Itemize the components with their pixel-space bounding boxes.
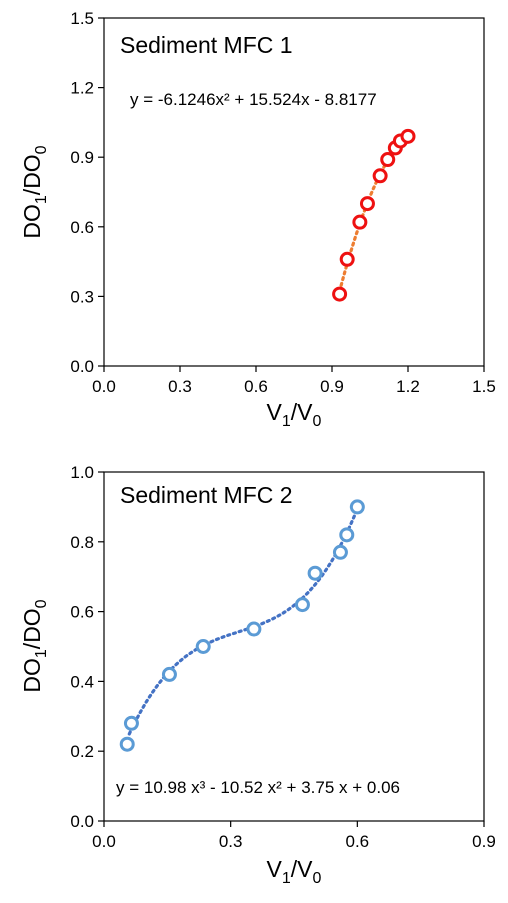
trendline-equation: y = -6.1246x² + 15.524x - 8.8177 bbox=[130, 90, 377, 109]
y-axis-ticks: 0.0 0.3 0.6 0.9 1.2 1.5 bbox=[70, 9, 104, 376]
x-axis-label-mid: /V bbox=[291, 399, 313, 425]
y-axis-label: DO1/DO0 bbox=[19, 145, 50, 238]
x-axis-label-sub1: 1 bbox=[282, 870, 291, 887]
y-tick-label: 0.0 bbox=[70, 812, 94, 831]
chart-title: Sediment MFC 2 bbox=[120, 482, 293, 508]
chart-sediment-mfc-2: 0.0 0.3 0.6 0.9 0.0 0.2 0.4 0.6 0.8 1.0 Sediment… bbox=[19, 463, 496, 887]
y-tick-label: 0.4 bbox=[70, 672, 94, 691]
x-tick-label: 0.9 bbox=[472, 832, 496, 851]
data-point bbox=[119, 736, 135, 752]
y-tick-label: 0.6 bbox=[70, 603, 94, 622]
x-tick-label: 1.5 bbox=[472, 377, 496, 396]
y-tick-label: 0.3 bbox=[70, 287, 94, 306]
x-axis-label-sub2: 0 bbox=[313, 870, 322, 887]
y-axis-label-sub1: 1 bbox=[33, 649, 50, 658]
x-axis-label-main: V bbox=[267, 856, 283, 882]
y-tick-label: 0.6 bbox=[70, 218, 94, 237]
data-point bbox=[332, 286, 348, 302]
x-tick-label: 0.6 bbox=[244, 377, 268, 396]
data-point bbox=[400, 128, 416, 144]
data-point bbox=[294, 597, 310, 613]
y-axis-label-sub2: 0 bbox=[33, 599, 50, 608]
data-points bbox=[332, 128, 416, 302]
trendline-equation: y = 10.98 x³ - 10.52 x² + 3.75 x + 0.06 bbox=[116, 778, 400, 797]
x-axis-ticks: 0.0 0.3 0.6 0.9 1.2 1.5 bbox=[92, 366, 496, 396]
x-axis-label: V1/V0 bbox=[267, 856, 322, 887]
y-tick-label: 0.8 bbox=[70, 533, 94, 552]
x-axis-ticks: 0.0 0.3 0.6 0.9 bbox=[92, 821, 496, 851]
y-tick-label: 1.5 bbox=[70, 9, 94, 28]
chart-sediment-mfc-1: 0.0 0.3 0.6 0.9 1.2 1.5 0.0 0.3 0.6 0.9 1.2 1.5 Se… bbox=[19, 9, 496, 430]
data-point bbox=[195, 639, 211, 654]
data-point bbox=[352, 214, 368, 230]
x-axis-label-sub2: 0 bbox=[313, 413, 322, 430]
data-point bbox=[349, 499, 365, 515]
data-point bbox=[332, 544, 348, 560]
x-axis-label-main: V bbox=[267, 399, 283, 425]
y-tick-label: 0.0 bbox=[70, 357, 94, 376]
data-point bbox=[372, 168, 388, 184]
x-axis-label-mid: /V bbox=[291, 856, 313, 882]
x-tick-label: 0.3 bbox=[168, 377, 192, 396]
y-tick-label: 1.2 bbox=[70, 79, 94, 98]
y-axis-label: DO1/DO0 bbox=[19, 599, 50, 692]
y-axis-label-sub1: 1 bbox=[33, 195, 50, 204]
y-axis-label-sub2: 0 bbox=[33, 145, 50, 154]
y-axis-label-main: DO bbox=[19, 204, 45, 239]
y-tick-label: 0.9 bbox=[70, 148, 94, 167]
x-tick-label: 0.6 bbox=[346, 832, 370, 851]
y-axis-label-main: DO bbox=[19, 658, 45, 693]
y-tick-label: 1.0 bbox=[70, 463, 94, 482]
y-axis-ticks: 0.0 0.2 0.4 0.6 0.8 1.0 bbox=[70, 463, 104, 831]
data-points bbox=[119, 499, 365, 752]
plot-area-border bbox=[103, 17, 485, 367]
x-tick-label: 0.3 bbox=[219, 832, 243, 851]
data-point bbox=[246, 621, 262, 637]
y-axis-label-mid: /DO bbox=[19, 608, 45, 649]
data-point bbox=[339, 251, 355, 267]
x-axis-label-sub1: 1 bbox=[282, 413, 291, 430]
x-tick-label: 0.9 bbox=[320, 377, 344, 396]
x-tick-label: 1.2 bbox=[396, 377, 420, 396]
x-axis-label: V1/V0 bbox=[267, 399, 322, 430]
x-tick-label: 0.0 bbox=[92, 377, 116, 396]
data-point bbox=[307, 565, 323, 581]
chart-title: Sediment MFC 1 bbox=[120, 32, 293, 58]
y-axis-label-mid: /DO bbox=[19, 154, 45, 195]
plot-area-border bbox=[103, 471, 485, 822]
data-point bbox=[339, 527, 355, 543]
data-point bbox=[380, 152, 396, 168]
y-tick-label: 0.2 bbox=[70, 742, 94, 761]
data-point bbox=[359, 196, 375, 212]
data-point bbox=[161, 666, 177, 682]
data-point bbox=[123, 715, 139, 731]
x-tick-label: 0.0 bbox=[92, 832, 116, 851]
